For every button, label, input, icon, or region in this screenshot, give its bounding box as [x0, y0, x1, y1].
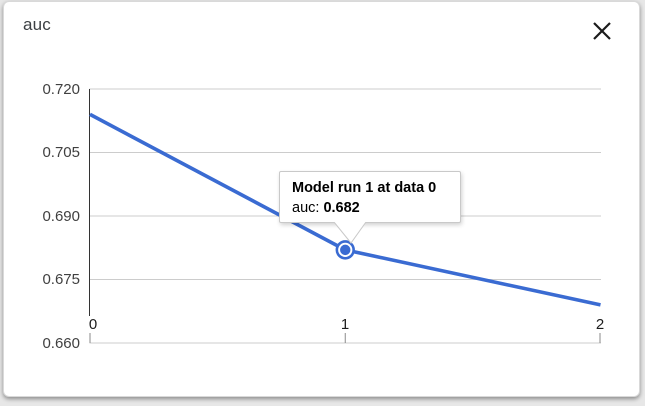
datapoint-tooltip: Model run 1 at data 0 auc: 0.682 — [279, 171, 461, 223]
tooltip-metric-label: auc: — [292, 200, 320, 216]
metric-chart-modal: auc 0.720 0.705 — [3, 1, 640, 397]
y-axis-label: 0.660 — [42, 334, 80, 352]
line-chart-plot-area[interactable] — [4, 2, 641, 398]
y-axis-label: 0.675 — [42, 271, 80, 288]
y-axis-label: 0.705 — [42, 144, 80, 161]
close-icon — [593, 22, 611, 40]
x-axis-label: 0 — [80, 317, 106, 333]
close-button[interactable] — [587, 16, 617, 46]
x-axis-ticks — [89, 332, 601, 343]
highlighted-data-point[interactable] — [335, 240, 355, 260]
tooltip-callout-pointer — [333, 222, 367, 244]
x-axis-label: 2 — [587, 317, 613, 333]
tooltip-metric: auc: 0.682 — [292, 198, 448, 218]
x-axis-label: 1 — [332, 317, 358, 333]
tooltip-metric-value: 0.682 — [323, 200, 360, 216]
y-axis-label: 0.690 — [42, 207, 80, 225]
chart-title: auc — [23, 15, 52, 34]
tooltip-title: Model run 1 at data 0 — [292, 180, 437, 196]
y-axis-label: 0.720 — [42, 80, 80, 98]
